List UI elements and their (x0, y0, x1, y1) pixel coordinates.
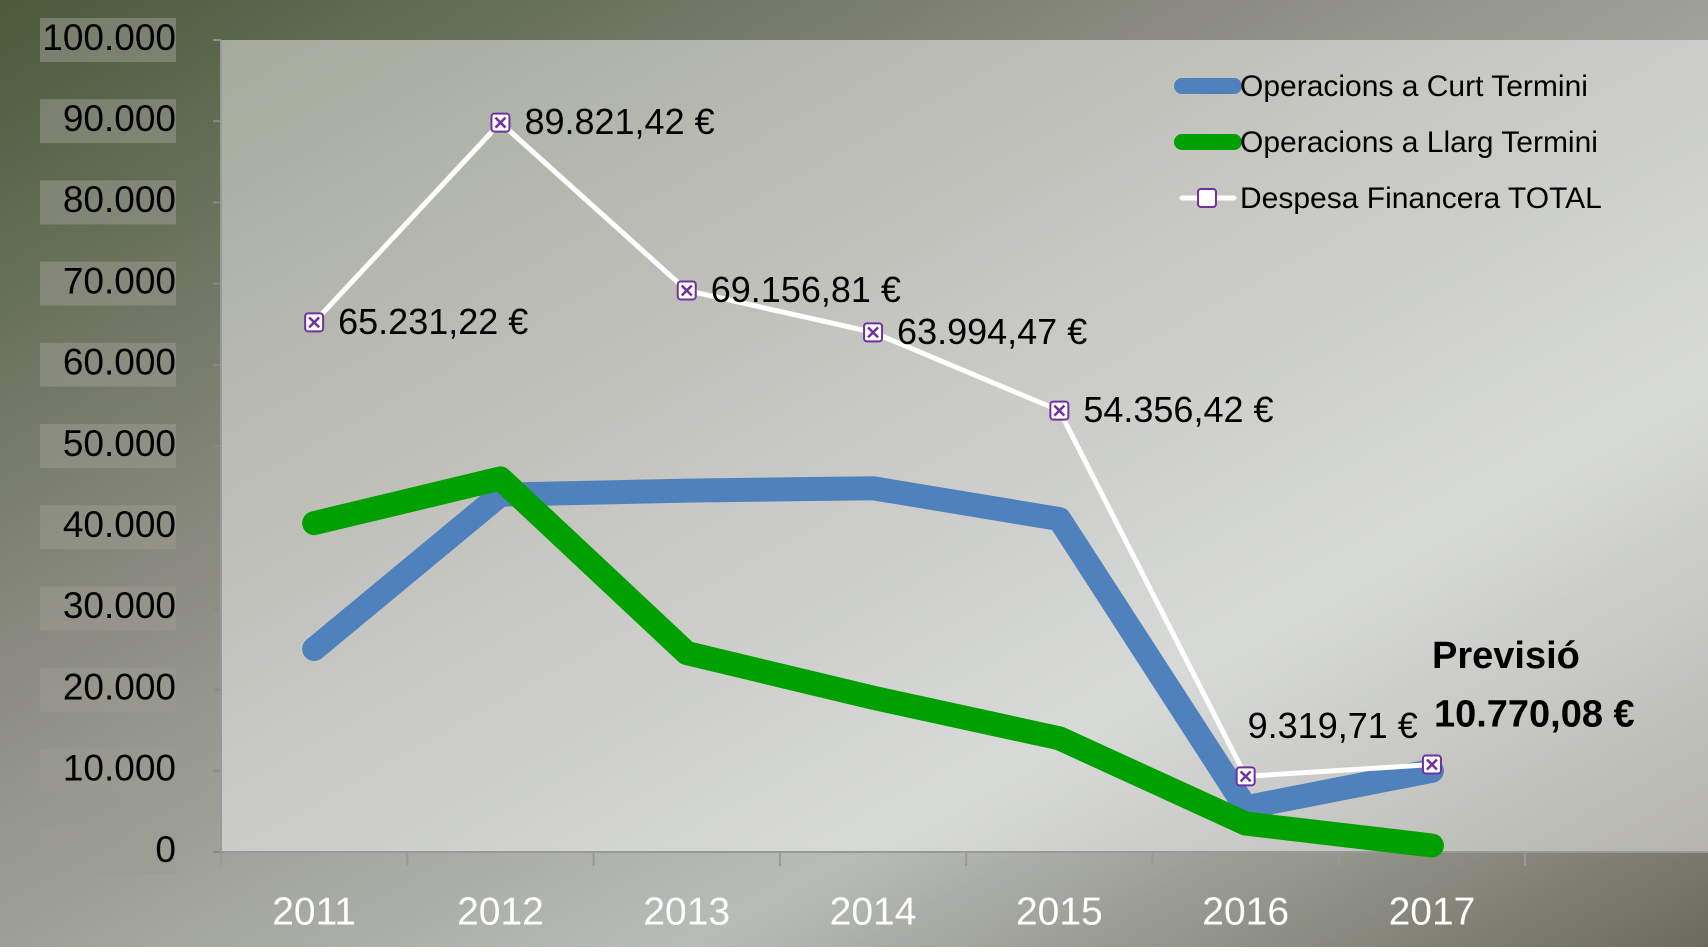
y-tick-label-bg (40, 586, 176, 631)
y-tick-label-bg (40, 18, 176, 62)
y-tick-label-bg (40, 261, 176, 306)
marker-cross (494, 116, 507, 129)
data-label: 9.319,71 € (1248, 705, 1418, 746)
y-tick-label-bg (40, 180, 176, 225)
y-tick-label: 80.000 (63, 179, 176, 220)
series-line (302, 466, 1444, 858)
x-tick-label: 2017 (1389, 890, 1476, 933)
y-tick-label: 70.000 (63, 260, 176, 301)
y-tick-label-bg (40, 748, 176, 793)
annotation: Previsió (1432, 635, 1580, 677)
legend-label: Operacions a Llarg Termini (1240, 126, 1598, 159)
y-tick-label-bg (40, 830, 176, 874)
data-label: 69.156,81 € (711, 269, 901, 310)
marker-cross (308, 316, 321, 329)
x-tick-label: 2016 (1202, 890, 1289, 933)
y-tick-label: 100.000 (42, 17, 176, 58)
x-tick-label: 2013 (643, 890, 730, 933)
y-tick-label-bg (40, 99, 176, 144)
data-label: 54.356,42 € (1083, 389, 1273, 430)
y-tick-label: 40.000 (63, 504, 176, 545)
y-tick-label-bg (40, 424, 176, 468)
y-tick-label: 20.000 (63, 666, 176, 707)
x-tick-label: 2011 (272, 890, 356, 933)
y-tick-label-bg (40, 342, 176, 387)
data-label: 63.994,47 € (897, 311, 1087, 352)
y-tick-label-bg (40, 505, 176, 550)
data-label: 65.231,22 € (338, 301, 528, 342)
marker-cross (1239, 770, 1252, 783)
legend-marker (1197, 188, 1217, 208)
y-tick-label: 50.000 (63, 423, 176, 464)
x-tick-label: 2012 (457, 890, 544, 933)
legend-label: Despesa Financera TOTAL (1240, 182, 1602, 215)
marker-cross (867, 326, 879, 339)
marker-cross (1053, 404, 1066, 417)
y-tick-label: 30.000 (63, 585, 176, 626)
data-label: 89.821,42 € (524, 101, 714, 142)
y-tick-label: 0 (155, 829, 176, 870)
y-tick-label: 90.000 (63, 98, 176, 139)
data-label: 10.770,08 € (1434, 694, 1635, 736)
y-tick-label: 60.000 (63, 342, 176, 383)
x-tick-label: 2015 (1016, 890, 1103, 933)
marker-cross (1426, 758, 1438, 771)
marker-cross (680, 284, 693, 297)
x-tick-label: 2014 (830, 890, 917, 933)
legend-label: Operacions a Curt Termini (1240, 70, 1588, 103)
y-tick-label: 10.000 (63, 748, 176, 789)
y-tick-label-bg (40, 667, 176, 712)
